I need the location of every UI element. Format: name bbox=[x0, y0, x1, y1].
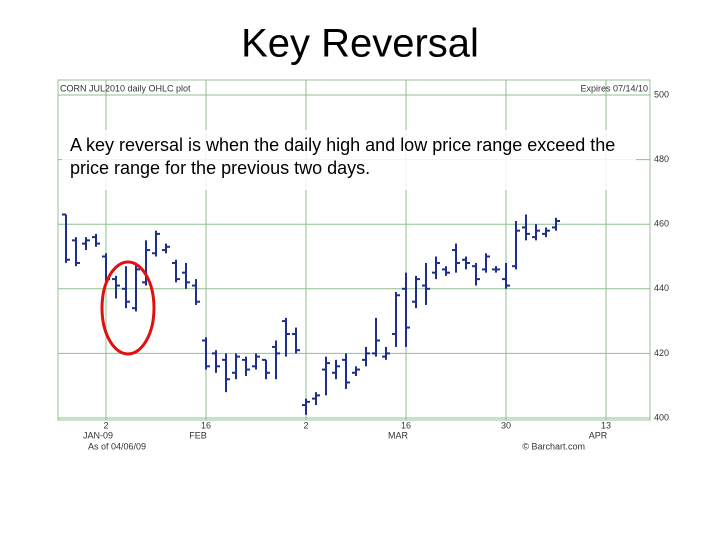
annotation: A key reversal is when the daily high an… bbox=[70, 135, 616, 178]
highlight-ellipse bbox=[100, 260, 156, 356]
x-month-label: FEB bbox=[189, 430, 207, 440]
y-tick-label: 440 bbox=[654, 283, 669, 293]
header-left: CORN JUL2010 daily OHLC plot bbox=[60, 83, 191, 93]
x-tick-label: 16 bbox=[201, 420, 211, 430]
footer-left: As of 04/06/09 bbox=[88, 441, 146, 451]
bars bbox=[62, 213, 560, 415]
y-tick-label: 420 bbox=[654, 348, 669, 358]
x-month-label: APR bbox=[589, 430, 608, 440]
annotation-holder: A key reversal is when the daily high an… bbox=[70, 135, 616, 178]
x-tick-label: 2 bbox=[103, 420, 108, 430]
y-tick-label: 480 bbox=[654, 154, 669, 164]
annotation-box bbox=[62, 130, 636, 190]
y-tick-label: 460 bbox=[654, 219, 669, 229]
header-right: Expires 07/14/10 bbox=[580, 83, 648, 93]
y-tick-label: 400 bbox=[654, 412, 669, 422]
y-tick-label: 500 bbox=[654, 89, 669, 99]
x-tick-label: 30 bbox=[501, 420, 511, 430]
footer-right: © Barchart.com bbox=[522, 441, 585, 451]
x-tick-label: 16 bbox=[401, 420, 411, 430]
x-month-label: JAN-09 bbox=[83, 430, 113, 440]
slide-title: Key Reversal bbox=[241, 22, 479, 66]
x-month-label: MAR bbox=[388, 430, 409, 440]
x-tick-label: 2 bbox=[303, 420, 308, 430]
x-tick-label: 13 bbox=[601, 420, 611, 430]
